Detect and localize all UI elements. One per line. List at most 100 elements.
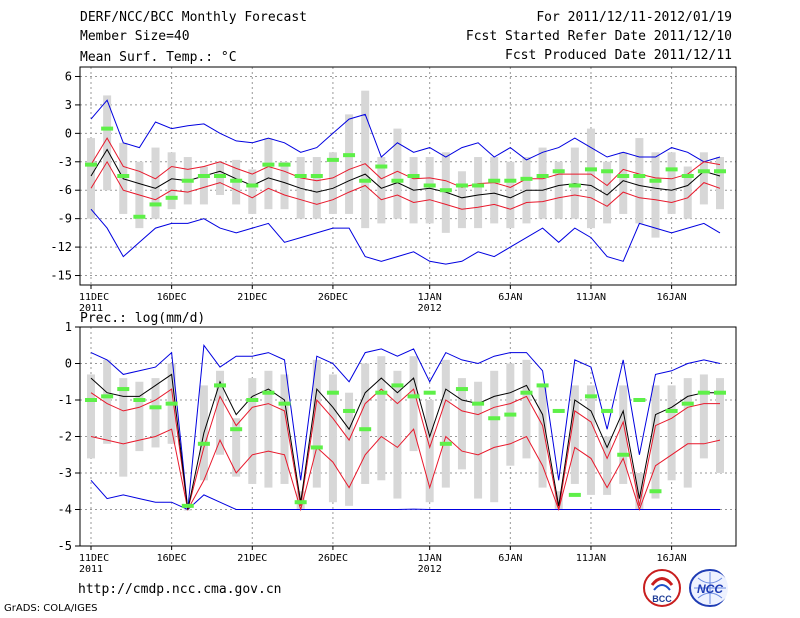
obs-marker <box>649 178 662 183</box>
obs-marker <box>214 383 227 388</box>
obs-marker <box>714 169 726 174</box>
obs-marker <box>326 157 339 162</box>
ensemble-box <box>683 378 692 488</box>
x-tick-label: 16JAN <box>657 553 687 564</box>
obs-marker <box>181 178 194 183</box>
y-tick-label: 1 <box>65 320 72 334</box>
x-tick-label: 16DEC <box>157 292 187 303</box>
ensemble-box <box>619 385 628 484</box>
forecast-period: For 2011/12/11-2012/01/19 <box>536 10 732 25</box>
y-tick-label: -6 <box>58 183 72 197</box>
ensemble-box <box>603 436 612 495</box>
obs-marker <box>117 387 130 392</box>
obs-marker <box>665 167 678 172</box>
obs-marker <box>278 401 291 406</box>
obs-marker <box>359 427 372 432</box>
ncc-logo: NCC <box>689 569 728 607</box>
ensemble-box <box>361 363 370 484</box>
obs-marker <box>214 174 227 178</box>
x-tick-label: 11JAN <box>576 553 606 564</box>
obs-marker <box>423 390 436 395</box>
obs-marker <box>697 390 710 395</box>
obs-marker <box>584 167 597 172</box>
x-tick-label: 6JAN <box>498 553 522 564</box>
ensemble-box <box>167 152 176 210</box>
y-tick-label: -9 <box>58 212 72 226</box>
obs-marker <box>697 169 710 174</box>
obs-marker <box>391 383 404 388</box>
obs-marker <box>584 394 597 399</box>
ensemble-box <box>232 418 241 477</box>
ensemble-box <box>103 359 112 444</box>
x-tick-label: 16JAN <box>657 292 687 303</box>
x-tick-label: 21DEC <box>237 292 267 303</box>
obs-marker <box>665 408 678 413</box>
obs-marker <box>230 427 243 432</box>
obs-marker <box>278 162 291 167</box>
y-tick-label: -4 <box>58 503 72 517</box>
ensemble-box <box>667 152 676 214</box>
ensemble-box <box>248 169 257 214</box>
forecast-produced: Fcst Produced Date 2011/12/11 <box>505 48 732 63</box>
spread-lower-line <box>90 160 721 210</box>
ensemble-box <box>216 370 225 455</box>
x-tick-year: 2012 <box>418 303 442 314</box>
ensemble-box <box>506 161 515 229</box>
obs-marker <box>133 214 146 219</box>
obs-marker <box>536 174 549 178</box>
obs-marker <box>165 401 178 406</box>
y-tick-label: -5 <box>58 539 72 553</box>
ensemble-box <box>474 157 483 229</box>
mean-line <box>90 148 721 199</box>
mean-line <box>90 373 720 510</box>
y-tick-label: -12 <box>50 240 72 254</box>
obs-marker <box>455 387 468 392</box>
obs-marker <box>101 126 114 131</box>
ensemble-box <box>216 161 225 195</box>
ensemble-box <box>103 95 112 191</box>
x-tick-label: 1JAN <box>418 553 442 564</box>
y-tick-label: 0 <box>65 126 72 140</box>
ensemble-box <box>87 138 95 219</box>
max-line <box>90 343 721 510</box>
obs-marker <box>117 174 130 178</box>
ensemble-box <box>312 359 321 488</box>
obs-marker <box>149 202 162 207</box>
ensemble-box <box>264 138 273 210</box>
obs-marker <box>181 503 194 508</box>
y-tick-label: -3 <box>58 466 72 480</box>
ensemble-box <box>667 385 676 481</box>
ensemble-box <box>474 381 483 499</box>
obs-marker <box>439 441 452 446</box>
source-url[interactable]: http://cmdp.ncc.cma.gov.cn <box>78 582 282 597</box>
obs-marker <box>455 183 468 188</box>
x-tick-year: 2011 <box>79 564 103 575</box>
obs-marker <box>472 401 485 406</box>
obs-marker <box>407 174 420 178</box>
y-tick-label: -3 <box>58 155 72 169</box>
obs-marker <box>601 169 614 174</box>
obs-marker <box>488 416 501 421</box>
ncc-logo-text: NCC <box>697 582 723 596</box>
prec-chart-title: Prec.: log(mm/d) <box>80 311 205 326</box>
ensemble-box <box>425 157 434 224</box>
ensemble-box <box>280 161 289 210</box>
ensemble-box <box>377 356 386 481</box>
obs-marker <box>714 390 726 395</box>
ensemble-box <box>651 385 660 499</box>
obs-marker <box>391 178 404 183</box>
obs-marker <box>230 178 243 183</box>
obs-marker <box>681 401 694 406</box>
bcc-logo-text: BCC <box>652 594 672 604</box>
obs-marker <box>310 174 323 178</box>
obs-marker <box>246 183 259 188</box>
ensemble-box <box>635 473 644 510</box>
ensemble-box <box>264 370 273 488</box>
obs-marker <box>407 394 420 399</box>
y-tick-label: -2 <box>58 430 72 444</box>
obs-marker <box>101 394 114 399</box>
y-tick-label: -1 <box>58 393 72 407</box>
obs-marker <box>149 405 162 410</box>
x-tick-label: 26DEC <box>318 292 348 303</box>
